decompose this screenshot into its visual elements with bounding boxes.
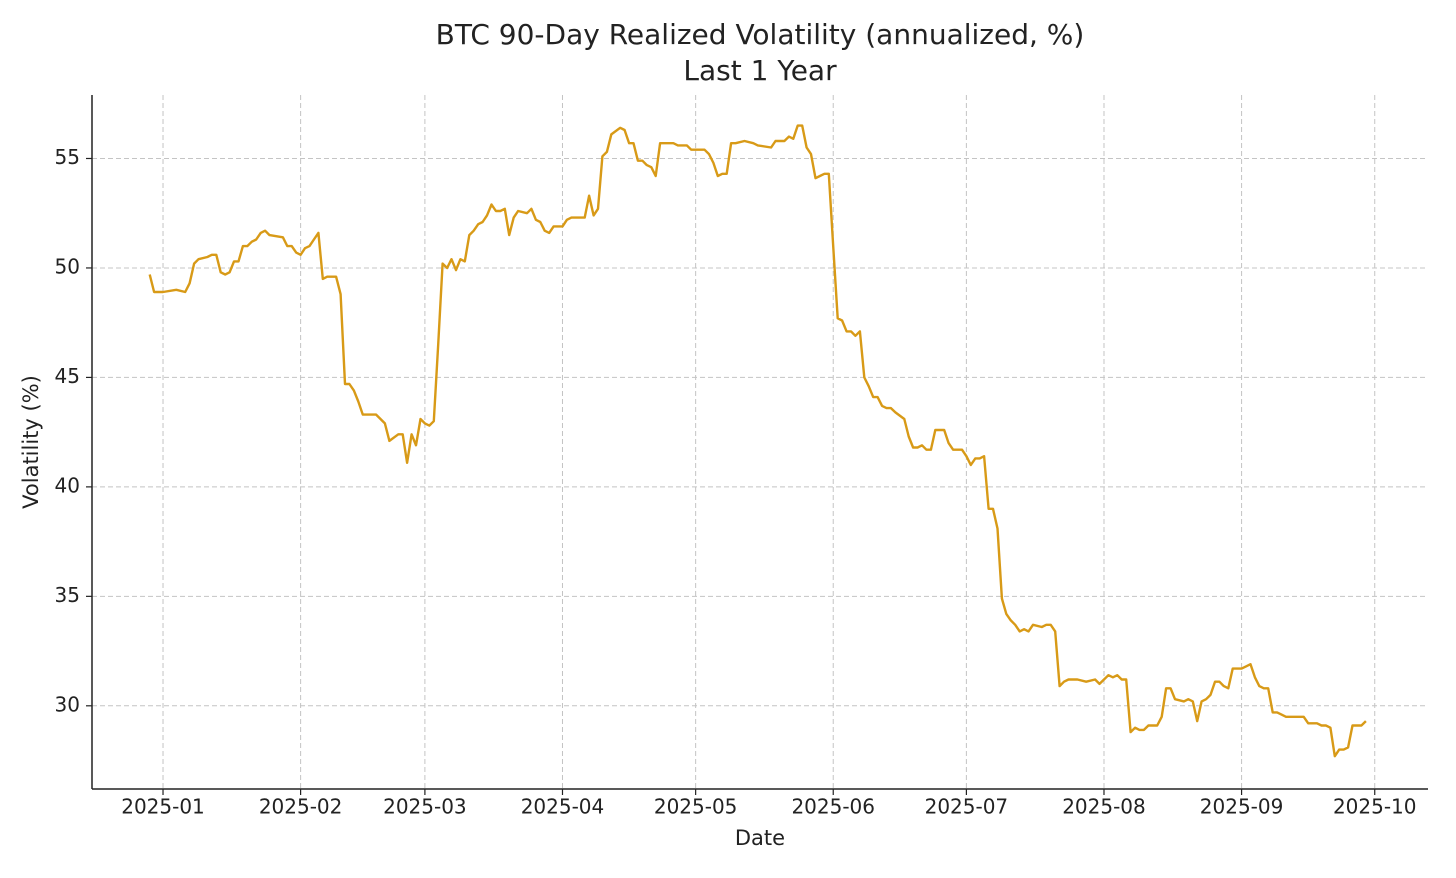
chart-subtitle: Last 1 Year [683,54,837,87]
line-series [148,124,1367,758]
y-tick-label: 40 [55,473,80,497]
y-tick-label: 35 [55,583,80,607]
x-tick-label: 2025-05 [654,795,738,819]
x-tick-label: 2025-04 [521,795,605,819]
x-tick-label: 2025-01 [121,795,205,819]
y-tick-label: 55 [55,145,80,169]
x-tick-label: 2025-10 [1333,795,1417,819]
chart-title: BTC 90-Day Realized Volatility (annualiz… [436,18,1085,51]
x-axis-label: Date [735,826,785,850]
y-axis-label: Volatility (%) [19,375,43,509]
x-tick-label: 2025-02 [259,795,343,819]
y-tick-label: 30 [55,692,80,716]
x-tick-label: 2025-03 [383,795,467,819]
x-tick-label: 2025-08 [1062,795,1146,819]
y-tick-label: 50 [55,254,80,278]
x-tick-label: 2025-09 [1200,795,1284,819]
x-tick-label: 2025-07 [925,795,1009,819]
y-tick-label: 45 [55,364,80,388]
x-tick-label: 2025-06 [791,795,875,819]
